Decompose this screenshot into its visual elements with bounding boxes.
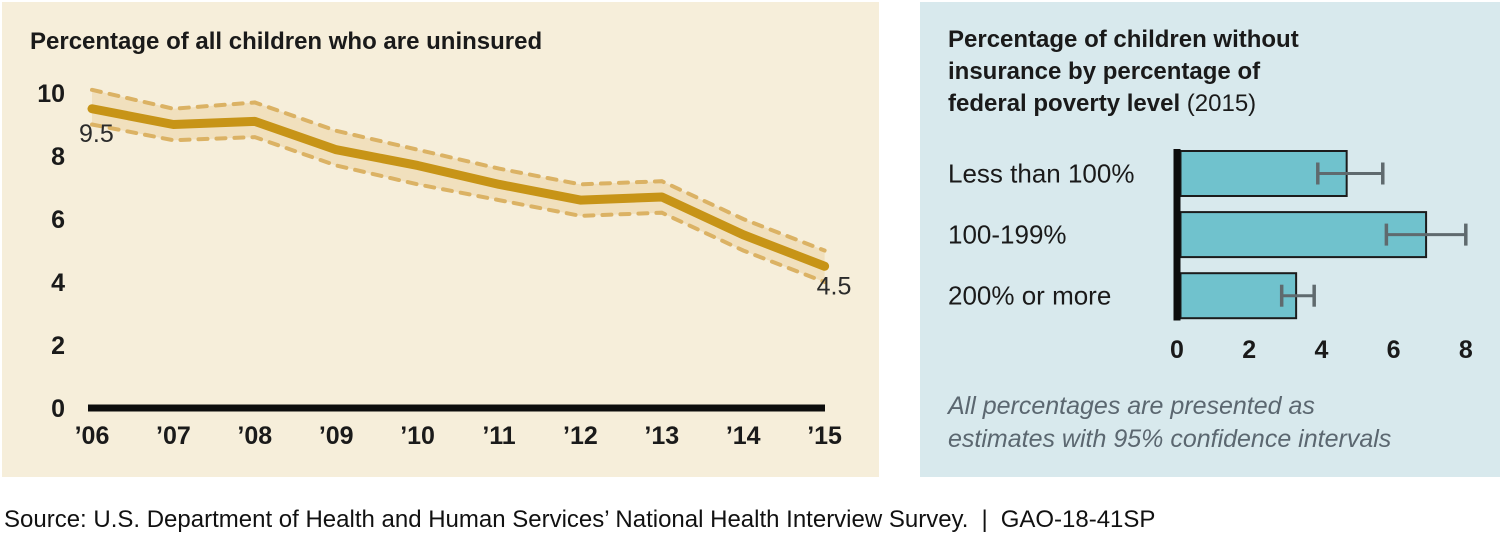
bar-chart-title: Percentage of children without insurance… (948, 24, 1428, 120)
bar-category-label: 100-199% (948, 220, 1067, 250)
bar-chart-title-line3: federal poverty level (948, 90, 1181, 118)
x-axis-line (88, 404, 825, 412)
x-tick-label: ’07 (156, 422, 191, 450)
x-tick-label: ’06 (75, 422, 110, 450)
bar-x-tick-label: 6 (1387, 336, 1401, 364)
source-text: Source: U.S. Department of Health and Hu… (4, 506, 969, 533)
confidence-band (92, 89, 825, 282)
y-tick-label: 10 (37, 80, 65, 108)
line-chart-panel: 0 2 4 6 8 10 ’06 ’07 ’08 ’09 ’10 ’11 ’12 ’13 ’14 ’15 9.5… (2, 2, 879, 477)
x-tick-label: ’09 (319, 422, 354, 450)
x-tick-label: ’13 (644, 422, 679, 450)
last-value-label: 4.5 (817, 272, 852, 300)
bar-chart-title-line2: insurance by percentage of (948, 58, 1261, 86)
bar-chart-panel: Less than 100% 100-199% 200% or more 0 2 4 6 8 … (920, 2, 1500, 477)
line-chart-title: Percentage of all children who are unins… (30, 28, 543, 55)
x-tick-label: ’11 (482, 422, 515, 450)
y-tick-label: 6 (51, 206, 65, 234)
y-tick-label: 0 (51, 395, 65, 423)
bar-x-tick-label: 2 (1242, 336, 1256, 364)
x-tick-label: ’08 (237, 422, 272, 450)
bar-x-tick-label: 0 (1170, 336, 1184, 364)
bar-x-tick-label: 8 (1459, 336, 1473, 364)
first-value-label: 9.5 (79, 120, 114, 148)
y-tick-label: 4 (51, 269, 65, 297)
x-tick-label: ’10 (400, 422, 435, 450)
source-separator: | (981, 506, 988, 533)
poverty-bar-chart: Less than 100% 100-199% 200% or more 0 2 4 6 8 (948, 149, 1473, 364)
bar-chart-title-line1: Percentage of children without (948, 26, 1299, 53)
bar-category-label: Less than 100% (948, 159, 1134, 189)
bar-y-axis-line (1173, 149, 1181, 321)
note-line2: estimates with 95% confidence intervals (948, 425, 1392, 453)
bar (1179, 272, 1298, 320)
x-tick-label: ’15 (807, 422, 842, 450)
bar-chart-title-year: (2015) (1186, 90, 1257, 118)
report-id: GAO-18-41SP (1000, 506, 1156, 533)
x-tick-label: ’12 (563, 422, 598, 450)
confidence-interval-note: All percentages are presented as estimat… (948, 390, 1468, 456)
ci-upper-dashed-line (90, 87, 827, 253)
trend-line (87, 104, 830, 271)
y-tick-label: 8 (51, 143, 65, 171)
ci-lower-dashed-line (90, 122, 827, 284)
bar-category-label: 200% or more (948, 281, 1111, 311)
source-line: Source: U.S. Department of Health and Hu… (4, 506, 1155, 534)
x-tick-label: ’14 (726, 422, 761, 450)
bar-x-tick-label: 4 (1314, 336, 1328, 364)
y-tick-label: 2 (51, 332, 65, 360)
note-line1: All percentages are presented as (948, 392, 1315, 420)
uninsured-line-chart: 0 2 4 6 8 10 ’06 ’07 ’08 ’09 ’10 ’11 ’12 ’13 ’14 ’15 9.5… (37, 80, 852, 450)
